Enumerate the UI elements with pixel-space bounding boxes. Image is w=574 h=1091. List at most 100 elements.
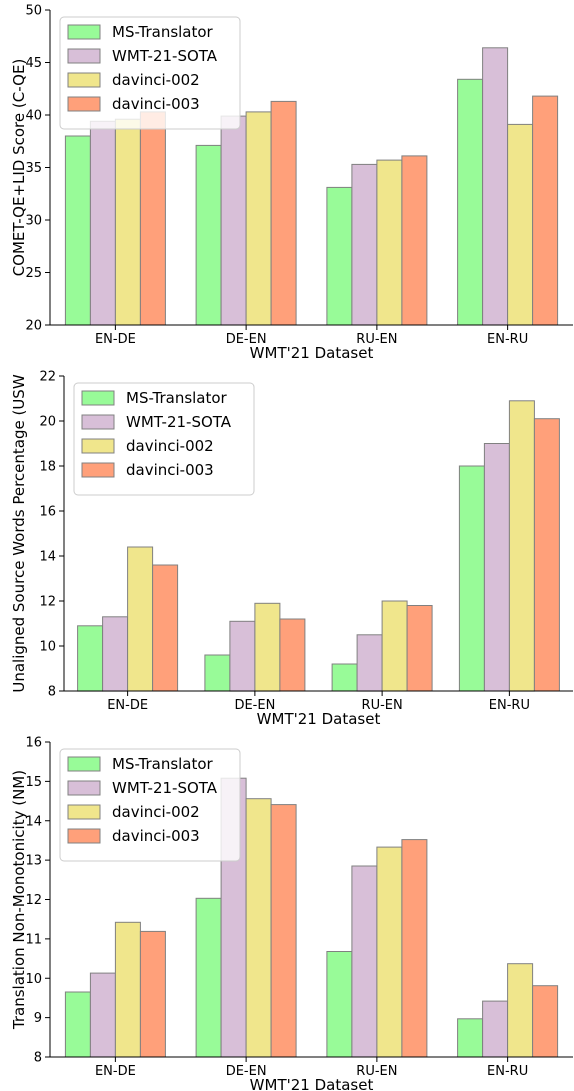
y-tick-label: 20 — [39, 415, 56, 430]
chart-1: EN-DE DE-EN RU-EN EN-RU 20 25 30 35 40 45 50 WMT'21… — [10, 4, 573, 362]
y-tick-label: 14 — [25, 814, 42, 829]
x-tick-label: EN-RU — [487, 332, 528, 347]
x-axis-label: WMT'21 Dataset — [250, 1076, 374, 1091]
legend: MS-Translator WMT-21-SOTA davinci-002 davin… — [59, 16, 241, 130]
y-axis-label: Unaligned Source Words Percentage (USW — [10, 374, 28, 692]
bar-de-en-ms-translator — [195, 144, 222, 326]
y-axis-label: COMET-QE+LID Score (C-QE) — [10, 59, 28, 277]
x-tick-label: RU-EN — [362, 698, 403, 713]
legend-label-wmt-21-sota: WMT-21-SOTA — [126, 413, 232, 431]
x-tick-label: EN-DE — [107, 698, 148, 713]
y-tick-label: 40 — [25, 109, 42, 124]
x-tick-label: DE-EN — [226, 332, 267, 347]
x-axis-label: WMT'21 Dataset — [257, 710, 381, 728]
bar-de-en-wmt-21-sota — [220, 115, 247, 326]
bar-en-ru-davinci-003 — [532, 985, 559, 1058]
bar-de-en-wmt-21-sota — [229, 620, 256, 692]
bar-en-de-wmt-21-sota — [102, 616, 129, 692]
y-axis-label: Translation Non-Monotonicity (NM) — [10, 770, 28, 1030]
legend-swatch-ms-translator — [81, 390, 115, 406]
legend-swatch-ms-translator — [67, 24, 101, 40]
bar-en-de-davinci-003 — [139, 111, 166, 326]
x-tick-label: RU-EN — [356, 332, 397, 347]
legend-box — [59, 748, 241, 862]
bar-ru-en-davinci-002 — [376, 846, 403, 1058]
bar-de-en-ms-translator — [204, 654, 231, 692]
legend-label-wmt-21-sota: WMT-21-SOTA — [112, 47, 218, 65]
bar-de-en-davinci-003 — [270, 100, 297, 326]
y-tick-label: 20 — [25, 319, 42, 334]
legend-swatch-davinci-002 — [81, 438, 115, 454]
bar-ru-en-ms-translator — [326, 951, 353, 1058]
bar-ru-en-wmt-21-sota — [351, 865, 378, 1058]
y-tick-label: 16 — [39, 505, 56, 520]
y-tick-label: 15 — [25, 775, 42, 790]
y-tick-label: 45 — [25, 56, 42, 71]
x-tick-label: EN-RU — [487, 1064, 528, 1079]
bar-en-ru-wmt-21-sota — [483, 443, 510, 692]
x-tick-label: EN-RU — [489, 698, 530, 713]
legend-swatch-davinci-002 — [67, 804, 101, 820]
y-tick-label: 16 — [25, 736, 42, 751]
chart-2: EN-DE DE-EN RU-EN EN-RU 8 10 12 14 16 18 20 22 WMT'2… — [10, 370, 573, 728]
legend-swatch-davinci-003 — [67, 828, 101, 844]
bar-en-de-davinci-002 — [114, 921, 141, 1058]
bar-en-de-ms-translator — [64, 135, 91, 326]
bar-de-en-davinci-002 — [245, 111, 272, 326]
legend-box — [73, 382, 255, 496]
bar-de-en-davinci-002 — [245, 798, 272, 1058]
legend-label-davinci-003: davinci-003 — [112, 827, 200, 845]
bar-en-ru-wmt-21-sota — [482, 47, 509, 326]
legend-swatch-wmt-21-sota — [67, 780, 101, 796]
bar-de-en-ms-translator — [195, 897, 222, 1058]
y-tick-label: 10 — [39, 640, 56, 655]
bar-de-en-davinci-003 — [270, 804, 297, 1058]
y-tick-label: 12 — [39, 595, 56, 610]
bar-en-ru-ms-translator — [457, 1018, 484, 1058]
legend-label-davinci-002: davinci-002 — [126, 437, 214, 455]
bar-ru-en-ms-translator — [326, 186, 353, 326]
bar-en-ru-ms-translator — [457, 78, 484, 326]
y-tick-label: 14 — [39, 550, 56, 565]
bar-ru-en-ms-translator — [331, 663, 358, 692]
legend: MS-Translator WMT-21-SOTA davinci-002 davin… — [59, 748, 241, 862]
legend-label-davinci-002: davinci-002 — [112, 803, 200, 821]
bar-en-ru-ms-translator — [458, 465, 485, 692]
y-tick-label: 35 — [25, 161, 42, 176]
legend: MS-Translator WMT-21-SOTA davinci-002 davin… — [73, 382, 255, 496]
y-tick-label: 9 — [34, 1011, 42, 1026]
x-tick-label: DE-EN — [226, 1064, 267, 1079]
bar-en-de-ms-translator — [77, 625, 104, 692]
bar-en-ru-davinci-002 — [507, 123, 534, 326]
legend-label-davinci-003: davinci-003 — [126, 461, 214, 479]
y-tick-label: 25 — [25, 266, 42, 281]
legend-swatch-davinci-002 — [67, 72, 101, 88]
bar-de-en-davinci-003 — [279, 618, 306, 692]
x-tick-label: RU-EN — [356, 1064, 397, 1079]
bar-en-de-davinci-003 — [139, 930, 166, 1058]
bar-ru-en-wmt-21-sota — [356, 634, 383, 692]
bar-ru-en-davinci-002 — [376, 159, 403, 326]
bar-en-ru-davinci-002 — [508, 400, 535, 692]
y-tick-label: 8 — [48, 685, 56, 700]
bar-ru-en-davinci-003 — [406, 605, 433, 692]
legend-swatch-ms-translator — [67, 756, 101, 772]
y-tick-label: 10 — [25, 972, 42, 987]
chart-3: EN-DE DE-EN RU-EN EN-RU 8 9 10 11 12 13 14 15 16 WMT'… — [10, 736, 573, 1091]
bar-en-de-davinci-002 — [127, 546, 154, 692]
bar-en-de-ms-translator — [64, 991, 91, 1058]
bar-ru-en-wmt-21-sota — [351, 163, 378, 326]
y-tick-label: 50 — [25, 4, 42, 19]
x-axis-label: WMT'21 Dataset — [250, 344, 374, 362]
bar-en-ru-davinci-002 — [507, 963, 534, 1058]
bar-en-de-davinci-003 — [152, 564, 179, 692]
legend-box — [59, 16, 241, 130]
bar-de-en-davinci-002 — [254, 602, 281, 692]
legend-swatch-wmt-21-sota — [81, 414, 115, 430]
legend-swatch-davinci-003 — [67, 96, 101, 112]
y-tick-label: 11 — [25, 932, 42, 947]
y-tick-label: 18 — [39, 460, 56, 475]
bar-en-de-davinci-002 — [114, 118, 141, 326]
bar-ru-en-davinci-002 — [381, 600, 408, 692]
